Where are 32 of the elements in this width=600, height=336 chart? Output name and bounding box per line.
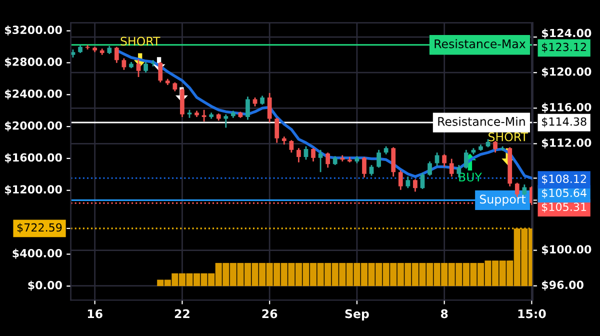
y-tick-label: $123.12 — [542, 42, 586, 53]
ref-line-label: Resistance-Min — [438, 116, 525, 126]
y-tick-label: $108.12 — [542, 174, 586, 185]
y2-tick-label: $2000.00 — [5, 121, 62, 132]
y2-tick-label: $0.00 — [28, 280, 62, 291]
annotation: BUY — [459, 172, 482, 182]
y2-tick-label: $1200.00 — [5, 184, 62, 196]
y2-tick-label: $2800.00 — [5, 57, 62, 68]
x-tick-label: Sep — [345, 309, 369, 320]
y-tick-label: $96.00 — [542, 280, 584, 291]
y-tick-label: $105.31 — [542, 202, 586, 213]
annotation: SHORT — [120, 36, 160, 46]
y2-tick-label: $2400.00 — [5, 89, 62, 100]
y-tick-label: $100.00 — [542, 244, 592, 255]
y-tick-label: $116.00 — [542, 102, 592, 113]
y-tick-label: $120.00 — [542, 67, 592, 78]
ref-line-label: Support — [480, 194, 526, 206]
y-tick-label: $105.64 — [542, 188, 586, 199]
x-tick-label: 15:0 — [518, 309, 546, 318]
x-tick-label: 26 — [262, 309, 278, 318]
y2-tick-label: $400.00 — [12, 248, 62, 259]
ref-line-label: Resistance-Max — [434, 39, 526, 48]
y2-tick-label: $3200.00 — [5, 25, 62, 36]
y-tick-label: $112.00 — [542, 138, 592, 148]
annotation: SHORT — [488, 132, 528, 142]
y2-tick-label: $722.59 — [17, 223, 62, 234]
y-tick-label: $124.00 — [542, 28, 592, 39]
x-tick-label: 22 — [174, 309, 190, 318]
x-tick-label: 8 — [440, 309, 448, 318]
x-tick-label: 16 — [88, 309, 102, 318]
y2-tick-label: $1600.00 — [5, 153, 62, 164]
y-tick-label: $114.38 — [542, 117, 586, 128]
